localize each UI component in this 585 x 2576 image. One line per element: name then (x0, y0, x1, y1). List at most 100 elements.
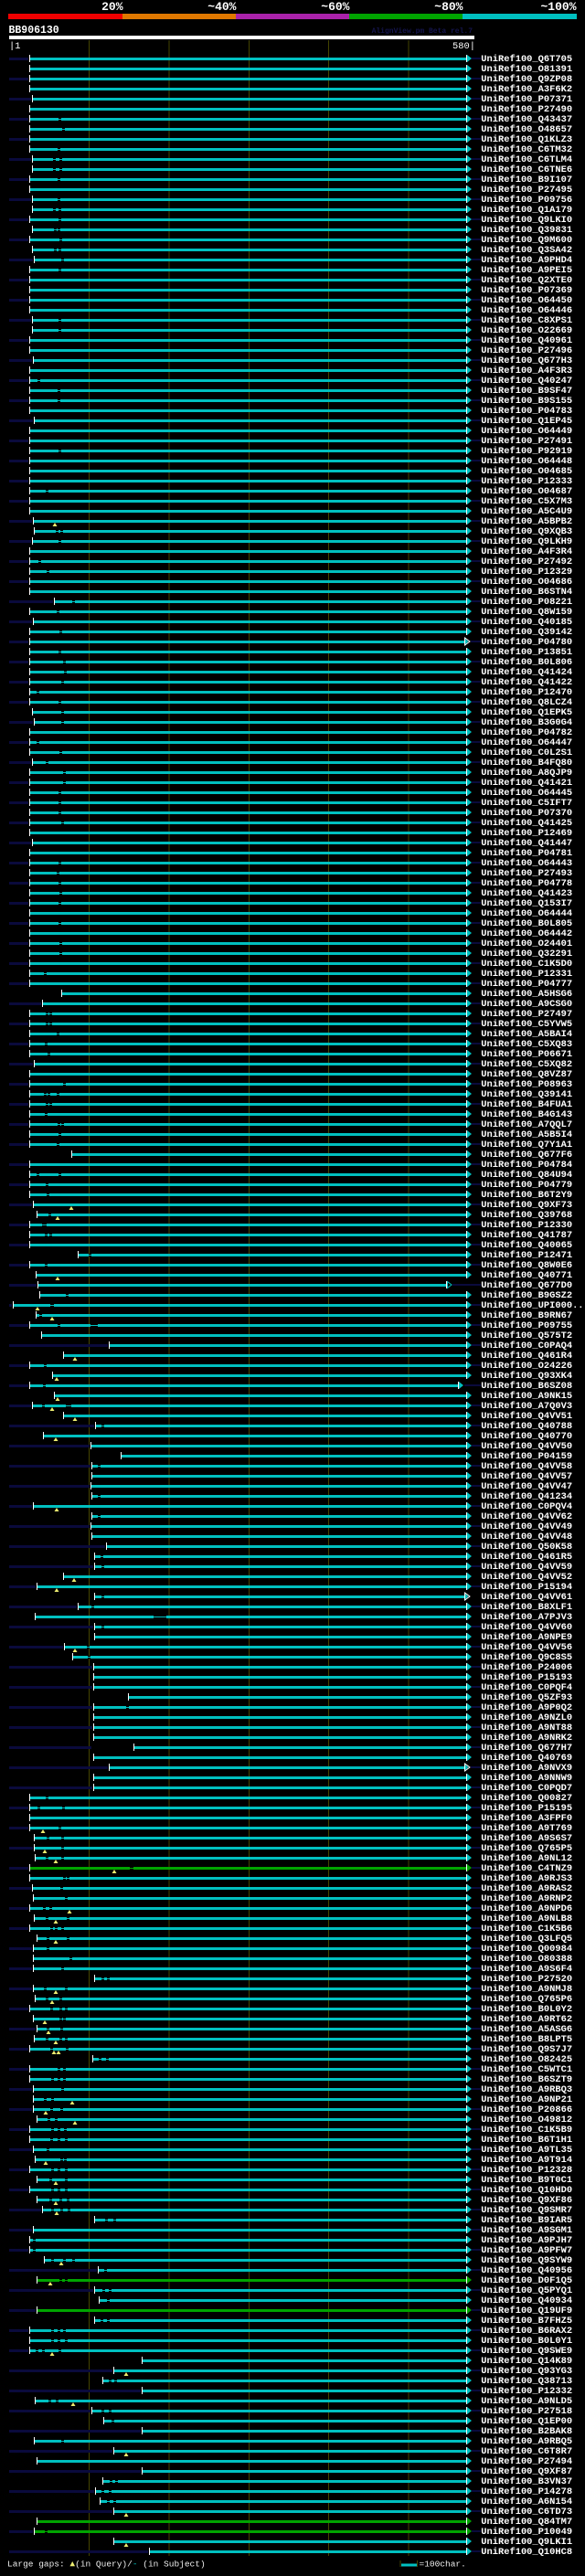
svg-text:UniRef100_O64442: UniRef100_O64442 (481, 928, 572, 939)
svg-text:UniRef100_Q461R4: UniRef100_Q461R4 (481, 1351, 572, 1362)
svg-text:UniRef100_Q84U94: UniRef100_Q84U94 (481, 1170, 572, 1181)
svg-text:UniRef100_Q39141: UniRef100_Q39141 (481, 1089, 572, 1100)
svg-text:UniRef100_Q40247: UniRef100_Q40247 (481, 376, 572, 387)
svg-text:UniRef100_P12333: UniRef100_P12333 (481, 476, 572, 487)
svg-text:UniRef100_A9T914: UniRef100_A9T914 (481, 2155, 572, 2166)
svg-text:UniRef100_Q9LKH9: UniRef100_Q9LKH9 (481, 536, 572, 547)
svg-text:UniRef100_D0F1Q5: UniRef100_D0F1Q5 (481, 2275, 572, 2286)
svg-text:UniRef100_Q8W0E6: UniRef100_Q8W0E6 (481, 1260, 572, 1271)
svg-text:UniRef100_A7QQL7: UniRef100_A7QQL7 (481, 1119, 572, 1130)
svg-text:UniRef100_Q9ZP08: UniRef100_Q9ZP08 (481, 74, 572, 85)
svg-text:UniRef100_B0L805: UniRef100_B0L805 (481, 918, 572, 929)
svg-text:UniRef100_Q93YG3: UniRef100_Q93YG3 (481, 2366, 572, 2377)
svg-text:UniRef100_A9NNW9: UniRef100_A9NNW9 (481, 1773, 572, 1784)
svg-text:UniRef100_P04782: UniRef100_P04782 (481, 727, 572, 738)
svg-text:UniRef100_C6TM32: UniRef100_C6TM32 (481, 144, 572, 155)
svg-text:UniRef100_Q1EPK5: UniRef100_Q1EPK5 (481, 707, 572, 718)
svg-text:UniRef100_A9CSG0: UniRef100_A9CSG0 (481, 999, 572, 1010)
svg-text:UniRef100_C0PQF4: UniRef100_C0PQF4 (481, 1682, 572, 1693)
svg-text:UniRef100_Q39142: UniRef100_Q39142 (481, 627, 572, 638)
svg-text:UniRef100_P07371: UniRef100_P07371 (481, 94, 572, 105)
svg-text:UniRef100_A9TL35: UniRef100_A9TL35 (481, 2145, 572, 2156)
svg-text:UniRef100_Q765P6: UniRef100_Q765P6 (481, 1994, 572, 2005)
svg-text:UniRef100_O82425: UniRef100_O82425 (481, 2054, 572, 2065)
svg-text:UniRef100_Q9S7J7: UniRef100_Q9S7J7 (481, 2044, 572, 2055)
svg-text:UniRef100_Q4VV60: UniRef100_Q4VV60 (481, 1622, 572, 1633)
svg-text:UniRef100_B9RN67: UniRef100_B9RN67 (481, 1310, 572, 1321)
svg-text:UniRef100_Q677H7: UniRef100_Q677H7 (481, 1743, 572, 1754)
svg-text:UniRef100_UPI000..: UniRef100_UPI000.. (481, 1300, 583, 1311)
svg-text:UniRef100_P12329: UniRef100_P12329 (481, 567, 572, 578)
svg-text:UniRef100_A9RNP2: UniRef100_A9RNP2 (481, 1893, 572, 1904)
svg-text:UniRef100_C8XPS1: UniRef100_C8XPS1 (481, 315, 572, 326)
svg-text:UniRef100_O22669: UniRef100_O22669 (481, 325, 572, 336)
svg-text:UniRef100_O04686: UniRef100_O04686 (481, 577, 572, 588)
svg-text:UniRef100_C6TNE6: UniRef100_C6TNE6 (481, 164, 572, 175)
svg-text:UniRef100_B6T2Y9: UniRef100_B6T2Y9 (481, 1190, 572, 1201)
svg-text:UniRef100_A7PJV3: UniRef100_A7PJV3 (481, 1612, 572, 1623)
svg-text:UniRef100_Q677D0: UniRef100_Q677D0 (481, 1280, 572, 1291)
svg-text:UniRef100_Q40961: UniRef100_Q40961 (481, 335, 572, 346)
svg-text:UniRef100_P12328: UniRef100_P12328 (481, 2165, 572, 2176)
svg-text:~40%: ~40% (207, 0, 236, 14)
svg-text:UniRef100_A5C4U9: UniRef100_A5C4U9 (481, 506, 572, 517)
svg-text:UniRef100_Q40956: UniRef100_Q40956 (481, 2265, 572, 2276)
svg-text:UniRef100_A9NT88: UniRef100_A9NT88 (481, 1723, 572, 1733)
svg-text:AlignView.pm Beta rel.7: AlignView.pm Beta rel.7 (372, 27, 473, 36)
svg-text:UniRef100_P04779: UniRef100_P04779 (481, 1180, 572, 1191)
svg-text:UniRef100_Q4VV56: UniRef100_Q4VV56 (481, 1642, 572, 1653)
svg-text:UniRef100_B9T0C1: UniRef100_B9T0C1 (481, 2175, 572, 2186)
svg-text:UniRef100_P04780: UniRef100_P04780 (481, 637, 572, 648)
svg-text:UniRef100_P07370: UniRef100_P07370 (481, 808, 572, 819)
svg-text:UniRef100_Q39831: UniRef100_Q39831 (481, 225, 572, 236)
svg-text:UniRef100_A9NLD5: UniRef100_A9NLD5 (481, 2396, 572, 2407)
svg-text:UniRef100_Q1KLZ3: UniRef100_Q1KLZ3 (481, 134, 572, 145)
svg-text:UniRef100_Q4VV61: UniRef100_Q4VV61 (481, 1592, 572, 1603)
svg-text:UniRef100_C0L2S1: UniRef100_C0L2S1 (481, 747, 572, 758)
svg-text:UniRef100_P04777: UniRef100_P04777 (481, 979, 572, 990)
svg-text:UniRef100_A9SGM1: UniRef100_A9SGM1 (481, 2225, 572, 2236)
svg-text:UniRef100_P24006: UniRef100_P24006 (481, 1662, 572, 1673)
svg-text:UniRef100_Q5ZF93: UniRef100_Q5ZF93 (481, 1692, 572, 1703)
svg-text:UniRef100_B4FQ80: UniRef100_B4FQ80 (481, 758, 572, 769)
svg-text:UniRef100_B9GSZ2: UniRef100_B9GSZ2 (481, 1290, 572, 1301)
svg-text:UniRef100_C1K5B6: UniRef100_C1K5B6 (481, 1924, 572, 1935)
svg-text:UniRef100_A9NP21: UniRef100_A9NP21 (481, 2094, 572, 2105)
svg-text:UniRef100_O04685: UniRef100_O04685 (481, 466, 572, 477)
svg-text:UniRef100_Q9XQB3: UniRef100_Q9XQB3 (481, 526, 572, 537)
svg-text:UniRef100_P08963: UniRef100_P08963 (481, 1079, 572, 1090)
svg-text:UniRef100_A9S6F4: UniRef100_A9S6F4 (481, 1964, 572, 1975)
svg-text:UniRef100_Q41787: UniRef100_Q41787 (481, 1230, 572, 1241)
svg-text:UniRef100_P27495: UniRef100_P27495 (481, 185, 572, 196)
svg-text:UniRef100_C1K5D0: UniRef100_C1K5D0 (481, 959, 572, 970)
svg-text:UniRef100_A5ASG6: UniRef100_A5ASG6 (481, 2024, 572, 2035)
svg-text:UniRef100_A9NVX9: UniRef100_A9NVX9 (481, 1763, 572, 1774)
svg-text:UniRef100_Q40065: UniRef100_Q40065 (481, 1240, 572, 1251)
svg-text:UniRef100_Q39768: UniRef100_Q39768 (481, 1210, 572, 1221)
svg-text:UniRef100_Q40934: UniRef100_Q40934 (481, 2295, 572, 2306)
svg-text:UniRef100_A9NK15: UniRef100_A9NK15 (481, 1391, 572, 1402)
svg-text:UniRef100_C0PQD7: UniRef100_C0PQD7 (481, 1783, 572, 1794)
svg-text:~80%: ~80% (434, 0, 463, 14)
svg-text:UniRef100_A9RJS3: UniRef100_A9RJS3 (481, 1873, 572, 1884)
svg-text:UniRef100_O64448: UniRef100_O64448 (481, 456, 572, 467)
svg-text:UniRef100_A3F6K2: UniRef100_A3F6K2 (481, 84, 572, 95)
svg-text:UniRef100_Q153I7: UniRef100_Q153I7 (481, 898, 572, 909)
svg-text:UniRef100_O81391: UniRef100_O81391 (481, 64, 572, 75)
svg-text:UniRef100_P12470: UniRef100_P12470 (481, 687, 572, 698)
svg-text:UniRef100_B0L0Y2: UniRef100_B0L0Y2 (481, 2004, 572, 2015)
svg-text:UniRef100_A9NRK2: UniRef100_A9NRK2 (481, 1733, 572, 1744)
svg-text:UniRef100_Q41422: UniRef100_Q41422 (481, 677, 572, 688)
svg-text:UniRef100_A9RBQ3: UniRef100_A9RBQ3 (481, 2084, 572, 2095)
svg-text:UniRef100_A5HSG6: UniRef100_A5HSG6 (481, 989, 572, 1000)
svg-text:UniRef100_P27491: UniRef100_P27491 (481, 436, 572, 447)
svg-text:UniRef100_Q461R5: UniRef100_Q461R5 (481, 1552, 572, 1563)
svg-text:UniRef100_B2BAK8: UniRef100_B2BAK8 (481, 2426, 572, 2437)
svg-text:UniRef100_A7Q0V3: UniRef100_A7Q0V3 (481, 1401, 572, 1412)
svg-text:UniRef100_Q40769: UniRef100_Q40769 (481, 1753, 572, 1764)
svg-text:UniRef100_A9P0Q2: UniRef100_A9P0Q2 (481, 1702, 572, 1713)
svg-text:UniRef100_O64447: UniRef100_O64447 (481, 737, 572, 748)
svg-text:UniRef100_C6TD73: UniRef100_C6TD73 (481, 2507, 572, 2518)
svg-text:UniRef100_O64444: UniRef100_O64444 (481, 908, 572, 919)
svg-text:UniRef100_B9S155: UniRef100_B9S155 (481, 396, 572, 407)
